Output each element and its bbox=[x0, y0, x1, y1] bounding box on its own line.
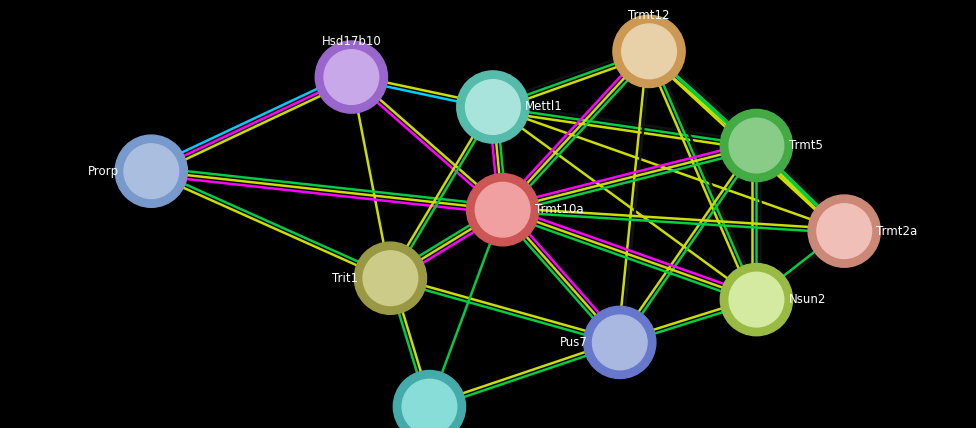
Ellipse shape bbox=[354, 242, 427, 314]
Text: Trmt2a: Trmt2a bbox=[876, 225, 917, 238]
Ellipse shape bbox=[720, 110, 793, 181]
Ellipse shape bbox=[315, 41, 387, 113]
Text: Nsun2: Nsun2 bbox=[789, 293, 826, 306]
Ellipse shape bbox=[592, 315, 647, 370]
Text: Trmt10a: Trmt10a bbox=[535, 203, 584, 216]
Ellipse shape bbox=[729, 118, 784, 173]
Text: Hsd17b10: Hsd17b10 bbox=[321, 35, 382, 48]
Ellipse shape bbox=[467, 174, 539, 246]
Ellipse shape bbox=[613, 15, 685, 87]
Ellipse shape bbox=[363, 251, 418, 306]
Text: Trmt12: Trmt12 bbox=[629, 9, 670, 22]
Ellipse shape bbox=[324, 50, 379, 104]
Ellipse shape bbox=[808, 195, 880, 267]
Ellipse shape bbox=[402, 379, 457, 428]
Text: Trmt5: Trmt5 bbox=[789, 139, 823, 152]
Ellipse shape bbox=[817, 204, 872, 259]
Ellipse shape bbox=[124, 144, 179, 199]
Ellipse shape bbox=[584, 306, 656, 378]
Ellipse shape bbox=[457, 71, 529, 143]
Ellipse shape bbox=[115, 135, 187, 207]
Text: Trit1: Trit1 bbox=[332, 272, 358, 285]
Text: Prorp: Prorp bbox=[88, 165, 119, 178]
Ellipse shape bbox=[720, 264, 793, 336]
Ellipse shape bbox=[729, 272, 784, 327]
Text: Pus7: Pus7 bbox=[559, 336, 588, 349]
Ellipse shape bbox=[622, 24, 676, 79]
Ellipse shape bbox=[475, 182, 530, 237]
Text: Mettl1: Mettl1 bbox=[525, 101, 563, 113]
Ellipse shape bbox=[393, 371, 466, 428]
Ellipse shape bbox=[466, 80, 520, 134]
